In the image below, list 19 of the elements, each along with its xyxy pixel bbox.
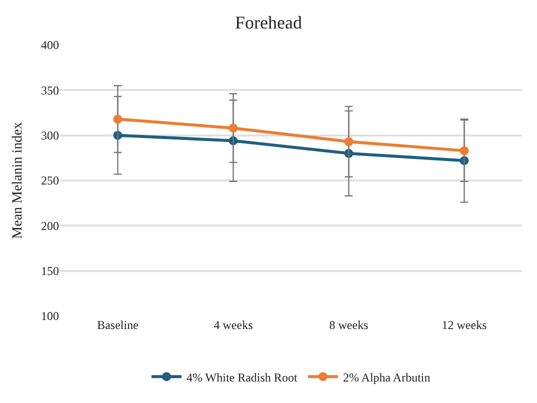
y-tick-label: 400	[41, 38, 59, 52]
point	[228, 124, 238, 133]
chart-title: Forehead	[235, 12, 302, 33]
legend-label: 2% Alpha Arbutin	[342, 370, 430, 384]
legend-label: 4% White Radish Root	[186, 370, 298, 384]
x-tick-label: Baseline	[97, 318, 138, 332]
y-axis-title: Mean Melanin index	[10, 122, 26, 239]
x-tick-label: 4 weeks	[214, 318, 254, 332]
x-tick-label: 8 weeks	[329, 318, 369, 332]
y-tick-label: 100	[41, 309, 59, 324]
point	[460, 146, 469, 156]
y-tick-label: 250	[41, 174, 59, 188]
x-tick-label: 12 weeks	[442, 318, 488, 332]
y-tick-label: 200	[41, 218, 59, 233]
y-tick-label: 350	[41, 83, 59, 98]
point	[113, 114, 122, 124]
point	[344, 137, 354, 146]
y-tick-label: 300	[41, 128, 59, 143]
y-tick-label: 150	[41, 264, 59, 278]
